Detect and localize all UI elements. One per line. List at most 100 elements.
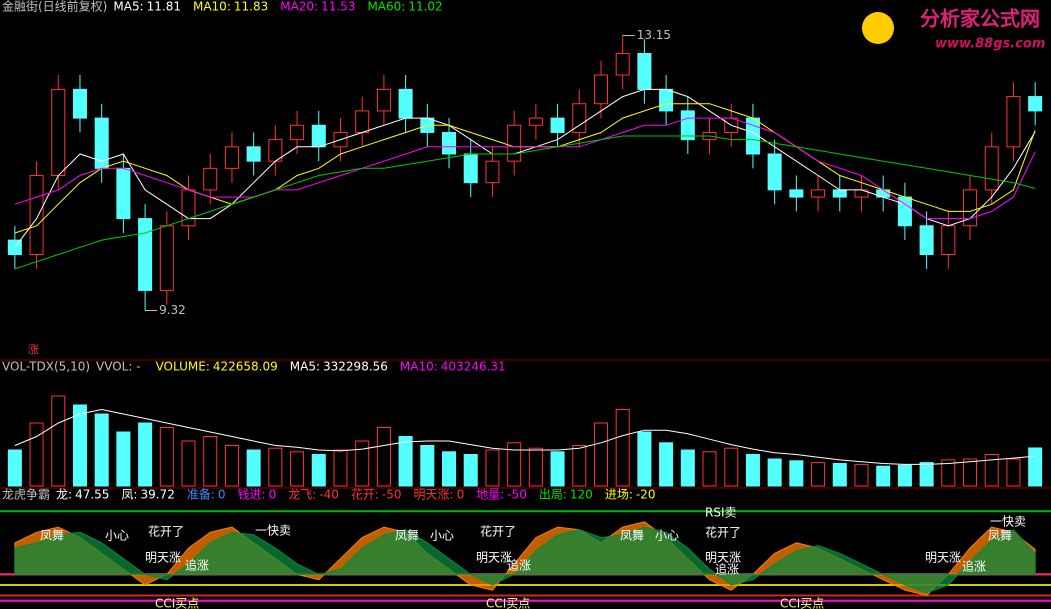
field-value: 47.55 xyxy=(75,488,109,502)
field-name: MA5: xyxy=(290,360,320,374)
field-value: 120 xyxy=(570,488,593,502)
volume-bar xyxy=(72,404,87,487)
volume-bar xyxy=(181,440,196,487)
field-name: MA10: xyxy=(193,0,231,14)
indicator-area xyxy=(14,526,1036,594)
signal-label: 追涨 xyxy=(185,558,209,573)
volume-bar xyxy=(420,445,435,487)
signal-label: 小心 xyxy=(105,529,129,543)
volume-bar xyxy=(116,431,131,487)
ma-line xyxy=(14,408,1036,465)
field-name: 明天涨: xyxy=(414,487,454,502)
volume-bar xyxy=(485,449,500,487)
watermark-title: 分析家公式网 xyxy=(920,7,1040,31)
ma-line xyxy=(14,135,1036,270)
volume-bar xyxy=(724,447,739,487)
candle-body xyxy=(203,167,218,191)
volume-bar xyxy=(767,458,782,487)
candle-body xyxy=(680,110,695,141)
candle-body xyxy=(138,218,153,291)
volume-bar xyxy=(333,449,348,487)
volume-bar xyxy=(811,462,826,487)
candle-body xyxy=(572,103,587,133)
volume-bar xyxy=(528,447,543,487)
volume-bar xyxy=(789,460,804,487)
volume-bar xyxy=(507,442,522,487)
field-name: 准备: xyxy=(187,488,215,502)
field-value: 11.02 xyxy=(408,0,442,14)
volume-bar xyxy=(550,451,565,487)
volume-bar xyxy=(854,463,869,487)
field-value: 11.53 xyxy=(321,0,355,14)
candle-body xyxy=(463,153,478,184)
candle-body xyxy=(963,189,978,227)
signal-label: 明天涨 xyxy=(705,550,741,565)
volume-bar xyxy=(680,449,695,487)
field-value: -50 xyxy=(382,488,402,502)
volume-bar xyxy=(7,449,22,487)
low-label: 9.32 xyxy=(159,303,186,317)
volume-bar xyxy=(659,442,674,487)
candle-body xyxy=(29,175,44,255)
field-name: VVOL: - xyxy=(96,360,141,374)
candle-body xyxy=(811,189,826,198)
candle-body xyxy=(659,88,674,112)
field-name: 出局: xyxy=(539,488,567,502)
volume-bar xyxy=(897,464,912,487)
field-value: 403246.31 xyxy=(441,360,506,374)
candle-body xyxy=(767,153,782,191)
signal-label: 追涨 xyxy=(507,558,531,573)
candle-body xyxy=(550,117,565,133)
candle-body xyxy=(984,146,999,191)
panel-title: VOL-TDX(5,10) xyxy=(2,360,90,374)
signal-label: CCI买点 xyxy=(780,597,824,609)
field-name: 地量: xyxy=(476,488,504,502)
candle-body xyxy=(485,160,500,184)
field-value: 39.72 xyxy=(140,488,174,502)
watermark-logo xyxy=(862,12,894,44)
field-value: 332298.56 xyxy=(323,360,388,374)
volume-bar xyxy=(224,445,239,487)
volume-bar xyxy=(1006,458,1021,487)
candle-body xyxy=(51,88,66,177)
signal-label: 一快卖 xyxy=(990,515,1026,529)
signal-label: 明天涨 xyxy=(925,550,961,565)
volume-bar xyxy=(832,463,847,487)
field-value: 0 xyxy=(457,488,465,502)
field-name: MA10: xyxy=(400,360,438,374)
volume-bar xyxy=(442,451,457,487)
volume-bar xyxy=(376,427,391,487)
candle-body xyxy=(224,146,239,169)
volume-bar xyxy=(138,422,153,487)
high-label: 13.15 xyxy=(637,28,671,42)
signal-label: 花开了 xyxy=(480,524,516,539)
candle-body xyxy=(442,131,457,155)
field-value: -50 xyxy=(507,488,527,502)
volume-bar xyxy=(311,454,326,487)
candle-body xyxy=(116,167,131,220)
candle-body xyxy=(159,225,174,291)
volume-bar xyxy=(593,422,608,487)
candle-body xyxy=(593,74,608,105)
signal-label: RSI卖 xyxy=(705,506,737,520)
candle-body xyxy=(355,110,370,133)
candle-body xyxy=(7,239,22,255)
volume-bar xyxy=(876,465,891,487)
signal-label: 明天涨 xyxy=(476,550,512,565)
candle-body xyxy=(398,88,413,119)
volume-bar xyxy=(1028,447,1043,487)
volume-bar xyxy=(919,462,934,487)
ma-line xyxy=(14,88,1036,248)
signal-marker: 涨 xyxy=(28,343,39,356)
volume-bar xyxy=(29,422,44,487)
volume-bar xyxy=(463,454,478,487)
field-value: 11.83 xyxy=(234,0,268,14)
signal-label: 一快卖 xyxy=(255,524,291,538)
volume-bar xyxy=(572,445,587,487)
field-value: -20 xyxy=(636,488,656,502)
candle-body xyxy=(246,146,261,162)
candle-body xyxy=(311,124,326,148)
candle-body xyxy=(941,225,956,255)
